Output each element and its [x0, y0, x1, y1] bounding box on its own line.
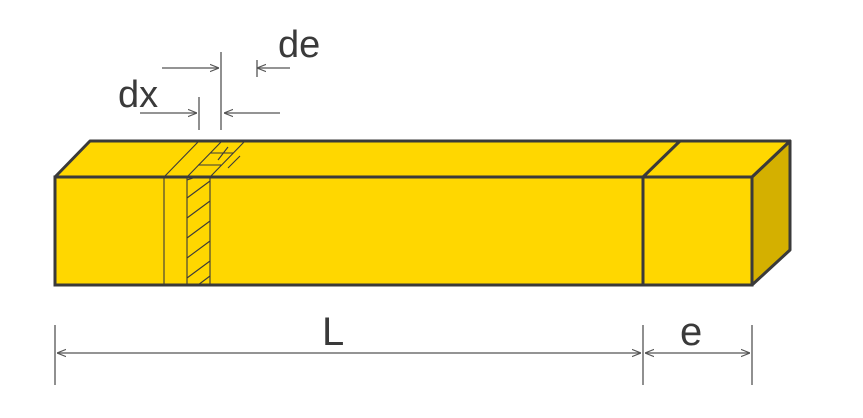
bar-front-face [53, 175, 754, 287]
segment-divider-top [641, 139, 682, 179]
bar-top-face [53, 139, 792, 179]
e-dimension [645, 325, 753, 385]
L-dimension [54, 325, 644, 385]
hatch-top [198, 146, 241, 169]
L-label: L [322, 310, 344, 354]
dx-label: dx [118, 74, 158, 116]
e-label: e [680, 310, 702, 354]
slice-element [163, 140, 246, 285]
de-label: de [278, 24, 320, 66]
hatch-front [186, 176, 211, 286]
dx-dimension [140, 97, 200, 130]
de-dimension [162, 52, 290, 130]
bar-body [53, 139, 792, 287]
